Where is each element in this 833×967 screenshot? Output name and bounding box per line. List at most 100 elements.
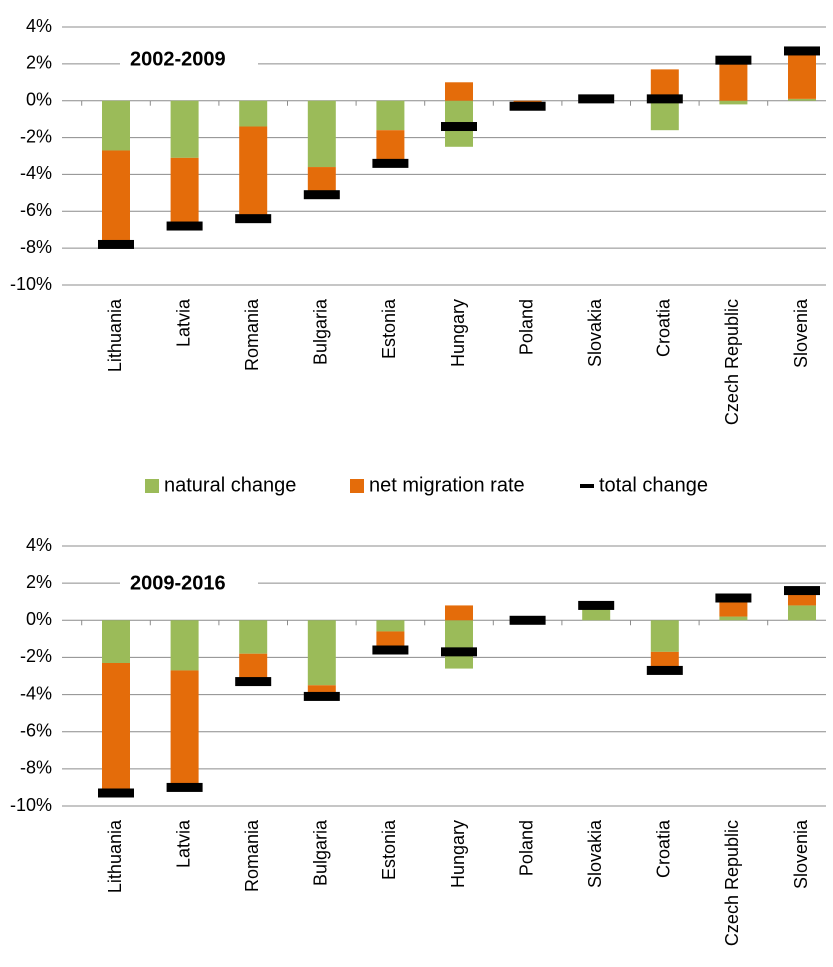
- total-marker: [578, 94, 615, 104]
- bar: [445, 82, 473, 101]
- y-tick-label: -4%: [20, 683, 52, 703]
- x-tick-label: Lithuania: [105, 819, 125, 893]
- bar: [650, 620, 679, 652]
- bar: [102, 620, 130, 663]
- y-tick-label: 4%: [26, 16, 52, 36]
- x-tick-label: Bulgaria: [311, 819, 331, 886]
- bar: [376, 620, 405, 632]
- total-marker: [372, 158, 409, 168]
- x-tick-label: Hungary: [448, 820, 468, 888]
- total-marker: [784, 586, 820, 596]
- y-tick-label: 4%: [26, 535, 52, 555]
- bar: [239, 620, 268, 654]
- bar: [307, 620, 336, 686]
- bar: [376, 130, 405, 164]
- bar: [170, 157, 199, 227]
- bar: [239, 653, 268, 682]
- y-tick-label: -6%: [20, 200, 52, 220]
- y-tick-label: -4%: [20, 163, 52, 183]
- chart-title: 2009-2016: [130, 572, 226, 594]
- total-marker: [98, 788, 134, 798]
- bar: [788, 98, 816, 101]
- title-bg: [120, 46, 258, 74]
- y-tick-label: -10%: [10, 274, 52, 294]
- bar: [582, 609, 611, 621]
- x-tick-label: Croatia: [654, 819, 674, 878]
- x-tick-label: Czech Republic: [722, 299, 742, 425]
- x-tick-label: Romania: [242, 819, 262, 892]
- bar: [376, 100, 405, 131]
- x-tick-label: Czech Republic: [722, 820, 742, 946]
- total-marker: [166, 782, 203, 792]
- bar: [445, 620, 473, 669]
- bar: [102, 663, 130, 793]
- x-tick-label: Romania: [242, 298, 262, 371]
- bar: [102, 100, 130, 151]
- bar: [170, 620, 199, 671]
- total-marker: [715, 593, 752, 603]
- total-marker: [784, 46, 820, 56]
- total-marker: [303, 190, 340, 200]
- y-tick-label: -10%: [10, 795, 52, 815]
- bar: [102, 150, 130, 245]
- total-marker: [372, 645, 409, 655]
- bar: [719, 599, 748, 617]
- total-marker: [646, 665, 683, 675]
- bar: [719, 100, 748, 105]
- x-tick-label: Estonia: [379, 298, 399, 359]
- bar: [445, 605, 473, 621]
- x-tick-label: Latvia: [173, 819, 193, 868]
- x-tick-label: Lithuania: [105, 298, 125, 372]
- bar: [650, 651, 679, 671]
- x-tick-label: Estonia: [379, 819, 399, 880]
- legend-label: net migration rate: [369, 474, 525, 496]
- title-bg: [120, 570, 258, 598]
- y-tick-label: -6%: [20, 720, 52, 740]
- legend-label: natural change: [164, 474, 296, 496]
- total-marker: [715, 55, 752, 65]
- bar: [788, 50, 816, 99]
- total-marker: [235, 214, 272, 224]
- y-tick-label: 0%: [26, 89, 52, 109]
- y-tick-label: -8%: [20, 758, 52, 778]
- legend-swatch: [350, 479, 364, 493]
- x-tick-label: Bulgaria: [311, 298, 331, 365]
- legend-label: total change: [599, 474, 708, 496]
- y-tick-label: 2%: [26, 53, 52, 73]
- bar: [376, 631, 405, 650]
- total-marker: [509, 615, 546, 625]
- x-tick-label: Slovenia: [791, 819, 811, 889]
- bar: [307, 100, 336, 168]
- y-tick-label: -2%: [20, 126, 52, 146]
- bar: [307, 685, 336, 697]
- bar: [719, 616, 748, 621]
- total-marker: [166, 221, 203, 231]
- x-tick-label: Poland: [516, 299, 536, 355]
- total-marker: [578, 600, 615, 610]
- x-tick-label: Poland: [516, 820, 536, 876]
- x-tick-label: Slovenia: [791, 298, 811, 368]
- bar: [170, 670, 199, 788]
- y-tick-label: -2%: [20, 646, 52, 666]
- x-tick-label: Slovakia: [585, 819, 605, 888]
- x-tick-label: Latvia: [173, 298, 193, 347]
- bar: [239, 126, 268, 219]
- x-tick-label: Croatia: [654, 298, 674, 357]
- legend-swatch: [145, 479, 159, 493]
- total-marker: [646, 94, 683, 104]
- total-marker: [441, 647, 477, 657]
- x-tick-label: Hungary: [448, 299, 468, 367]
- chart-title: 2002-2009: [130, 48, 226, 70]
- legend-swatch: [580, 484, 594, 488]
- total-marker: [98, 239, 134, 249]
- bar: [239, 100, 268, 127]
- total-marker: [441, 122, 477, 132]
- bar: [650, 100, 679, 131]
- bar: [170, 100, 199, 158]
- x-tick-label: Slovakia: [585, 298, 605, 367]
- total-marker: [235, 677, 272, 687]
- bar: [788, 605, 816, 621]
- y-tick-label: 2%: [26, 572, 52, 592]
- bar: [307, 167, 336, 195]
